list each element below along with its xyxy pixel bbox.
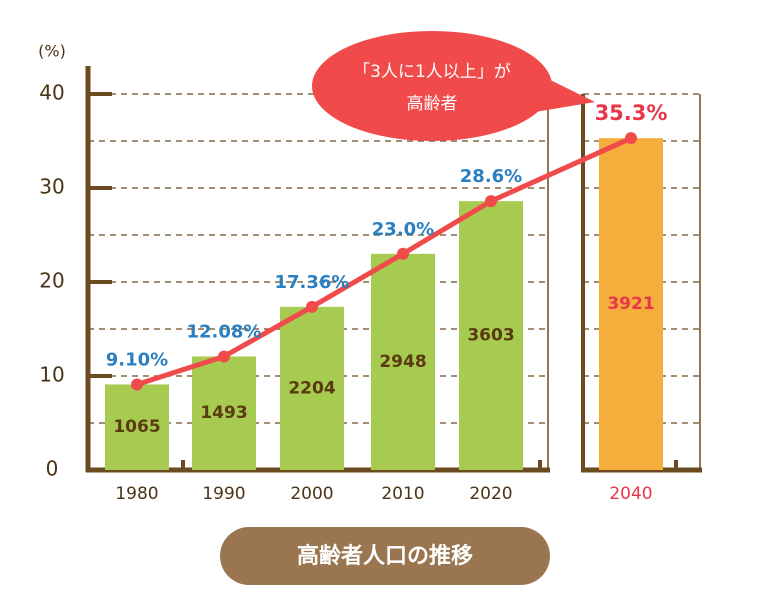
callout-tail — [530, 70, 595, 112]
bar — [192, 356, 256, 470]
y-tick-label: 0 — [46, 457, 59, 481]
y-tick-label: 20 — [39, 269, 64, 293]
value-label: 9.10% — [106, 349, 168, 370]
count-label: 2204 — [288, 378, 335, 398]
x-tick-label: 2020 — [469, 484, 512, 504]
count-label: 1065 — [113, 417, 160, 437]
count-label: 3603 — [467, 326, 514, 346]
x-tick-label: 2000 — [290, 484, 333, 504]
bar — [459, 201, 523, 470]
x-tick-label: 1990 — [202, 484, 245, 504]
bar — [280, 306, 344, 470]
line-point — [131, 378, 143, 391]
line-point — [397, 247, 409, 260]
y-axis-label: (%) — [38, 42, 66, 61]
x-tick-label: 1980 — [115, 484, 158, 504]
count-label: 3921 — [607, 294, 654, 314]
line-point — [485, 195, 497, 208]
value-label: 35.3% — [595, 101, 668, 125]
callout-text: 高齢者 — [407, 94, 458, 114]
callout-text: 「3人に1人以上」が — [353, 62, 511, 82]
y-tick-label: 10 — [39, 363, 64, 387]
line-point — [306, 300, 318, 313]
x-tick-label: 2040 — [609, 484, 652, 504]
chart-title: 高齢者人口の推移 — [297, 543, 473, 569]
callout-bubble — [312, 31, 552, 141]
value-label: 12.08% — [187, 321, 262, 342]
line — [136, 135, 633, 387]
x-tick-label: 2010 — [381, 484, 424, 504]
y-tick-label: 40 — [39, 81, 64, 105]
y-tick-label: 30 — [39, 175, 64, 199]
value-label: 17.36% — [275, 272, 350, 293]
count-label: 2948 — [379, 352, 426, 372]
bar — [105, 384, 169, 470]
bar — [599, 138, 663, 470]
value-label: 23.0% — [372, 219, 434, 240]
callout: 「3人に1人以上」が 高齢者 — [312, 31, 595, 141]
count-label: 1493 — [200, 403, 247, 423]
title-pill — [220, 527, 550, 585]
bar — [371, 253, 435, 470]
line-point — [218, 350, 230, 363]
line-point — [625, 132, 637, 145]
value-label: 28.6% — [460, 166, 522, 187]
